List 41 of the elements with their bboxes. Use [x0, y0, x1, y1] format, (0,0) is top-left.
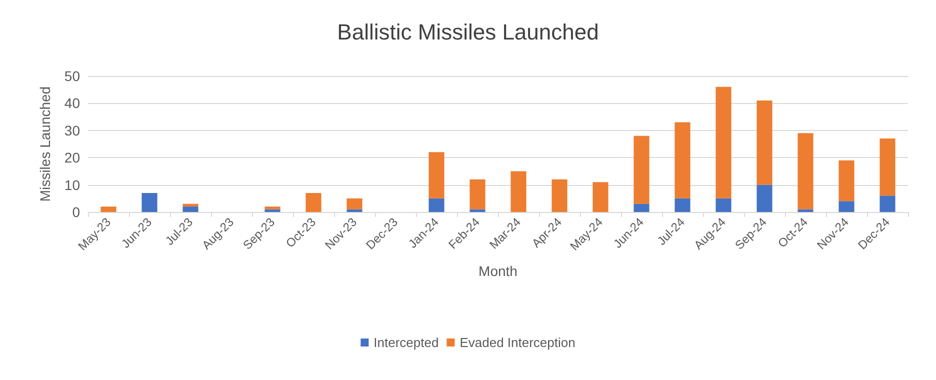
bar: [470, 209, 486, 212]
legend-label: Evaded Interception: [460, 335, 576, 350]
bar: [306, 192, 322, 212]
y-tick-label: 20: [64, 150, 80, 166]
bar: [264, 206, 280, 210]
legend-label: Intercepted: [374, 335, 439, 350]
bar: [510, 171, 526, 212]
bar: [592, 182, 608, 212]
bar: [346, 198, 362, 210]
bar: [880, 196, 896, 212]
y-axis-title: Missiles Launched: [37, 86, 53, 202]
y-tick-label: 10: [64, 176, 80, 193]
bar: [100, 206, 116, 212]
y-tick-label: 50: [64, 68, 80, 84]
bar: [142, 192, 158, 212]
y-tick-label: 40: [64, 95, 80, 112]
bar: [428, 198, 444, 212]
bar: [756, 100, 772, 185]
bar: [182, 206, 198, 212]
bar: [634, 204, 650, 212]
bar: [674, 122, 690, 198]
bar: [798, 209, 814, 212]
bar: [182, 204, 198, 207]
bar: [716, 86, 732, 198]
bar: [428, 152, 444, 198]
y-tick-label: 30: [64, 122, 80, 138]
bar: [798, 133, 814, 210]
bar: [880, 138, 896, 196]
bar: [838, 160, 854, 202]
bar: [838, 201, 854, 212]
bar: [674, 198, 690, 212]
bar: [634, 136, 650, 204]
chart-title: Ballistic Missiles Launched: [337, 20, 599, 44]
bar: [264, 209, 280, 212]
x-axis-title: Month: [478, 263, 518, 279]
bar: [470, 179, 486, 210]
bar: [346, 209, 362, 212]
bar: [552, 179, 568, 212]
y-tick-label: 0: [72, 204, 80, 220]
bar: [756, 184, 772, 212]
bar: [716, 198, 732, 212]
